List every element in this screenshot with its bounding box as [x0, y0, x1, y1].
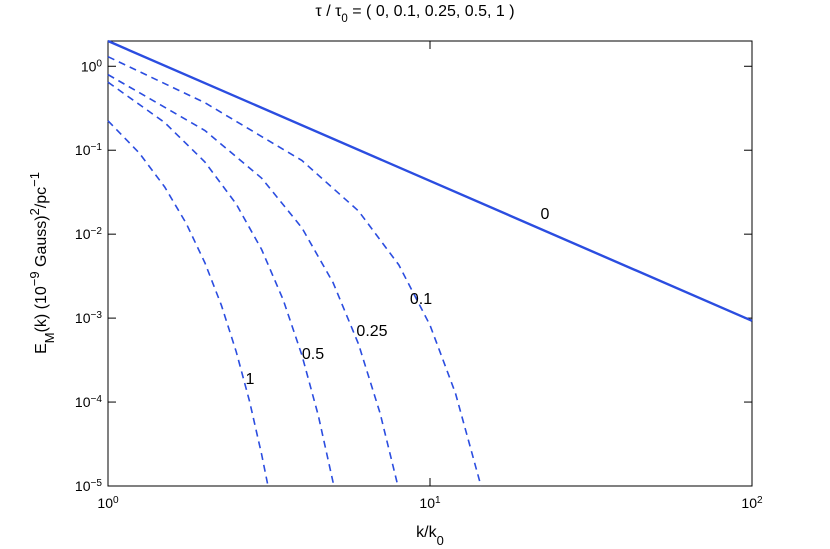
y-tick-label: 10−1 [75, 142, 102, 159]
series-line [107, 55, 482, 487]
y-tick-label-part: 10 [75, 478, 91, 494]
x-tick-label: 102 [741, 495, 763, 512]
y-tick-label-part: −4 [91, 394, 103, 405]
y-axis-label-part: /pc [33, 187, 50, 208]
y-tick-label-part: −1 [91, 142, 103, 153]
x-tick-label: 101 [419, 495, 441, 512]
x-tick-label-part: 2 [757, 495, 763, 506]
y-tick-label: 10−5 [75, 478, 102, 495]
series-label: 0.1 [410, 291, 432, 308]
y-axis-label-part: −1 [27, 172, 42, 187]
x-tick-label-part: 10 [419, 495, 435, 511]
x-tick-label: 100 [97, 495, 119, 512]
y-tick-label-part: −2 [91, 226, 103, 237]
x-tick-label-part: 10 [97, 495, 113, 511]
chart-title-part: = ( 0, 0.1, 0.25, 0.5, 1 ) [348, 3, 515, 20]
y-tick-label: 10−3 [75, 310, 102, 327]
series-label: 1 [246, 371, 255, 388]
series-line [107, 120, 269, 487]
x-tick-label-part: 0 [113, 495, 119, 506]
y-tick-label: 10−2 [75, 226, 102, 243]
y-tick-label-part: 10 [81, 58, 97, 74]
y-tick-label-part: 0 [96, 58, 102, 69]
y-tick-label-part: 10 [75, 310, 91, 326]
series-line [107, 81, 335, 487]
y-tick-label-part: 10 [75, 142, 91, 158]
chart-title-part: 0 [341, 13, 347, 25]
x-axis-label: k/k0 [416, 524, 444, 548]
y-tick-label-part: 10 [75, 394, 91, 410]
series-line [107, 39, 753, 322]
y-axis-label-part: 2 [27, 208, 42, 215]
y-axis-label-part: −9 [27, 271, 42, 286]
x-tick-label-part: 1 [435, 495, 441, 506]
y-tick-label-part: 10 [75, 226, 91, 242]
series-label: 0.5 [302, 346, 324, 363]
x-axis-label-part: k/k [416, 524, 437, 541]
x-tick-label-part: 10 [741, 495, 757, 511]
series-label: 0.25 [356, 323, 387, 340]
series-label: 0 [541, 206, 550, 223]
x-axis-label-part: 0 [437, 533, 444, 548]
series-line [107, 73, 399, 487]
plot-frame [107, 40, 753, 487]
chart-title: τ / τ0 = ( 0, 0.1, 0.25, 0.5, 1 ) [315, 3, 514, 25]
chart-title-part: τ / τ [315, 3, 342, 20]
y-axis-label-part: E [33, 343, 50, 354]
y-axis-label-part: M [42, 332, 57, 343]
y-axis-label-part: Gauss) [33, 215, 50, 271]
y-tick-label-part: −5 [91, 478, 103, 489]
y-tick-label: 10−4 [75, 394, 102, 411]
y-tick-label: 100 [81, 58, 103, 75]
y-axis-label: EM(k) (10−9 Gauss)2/pc−1 [27, 172, 57, 354]
y-axis-label-part: (k) (10 [33, 286, 50, 332]
y-tick-label-part: −3 [91, 310, 103, 321]
